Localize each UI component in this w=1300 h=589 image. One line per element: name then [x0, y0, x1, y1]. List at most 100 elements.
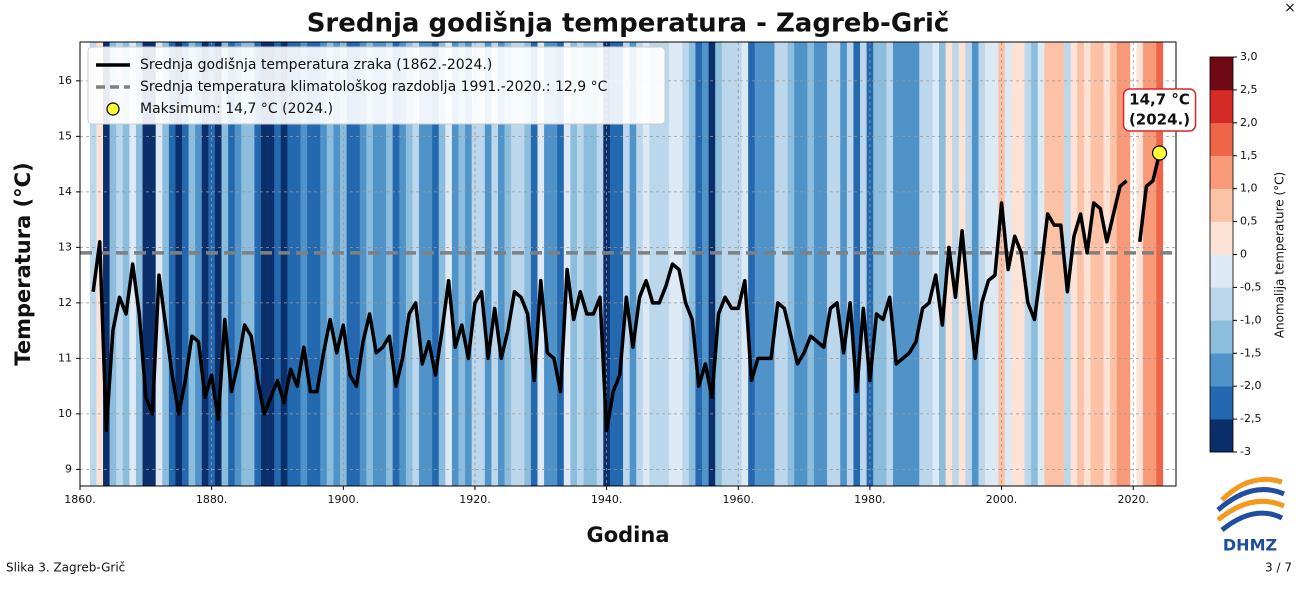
stripe — [813, 42, 821, 486]
stripe — [873, 42, 881, 486]
stripe — [274, 42, 282, 486]
stripe — [201, 42, 209, 486]
stripe — [116, 42, 124, 486]
stripe — [1050, 42, 1058, 486]
colorbar-tick-label: 0,5 — [1240, 215, 1258, 228]
colorbar-tick-label: 1,5 — [1240, 149, 1258, 162]
colorbar-bin — [1210, 57, 1233, 91]
annotation-box — [1122, 88, 1197, 132]
stripe — [379, 42, 387, 486]
stripe — [741, 42, 749, 486]
stripe — [451, 42, 459, 486]
x-tick-label: 2000. — [986, 493, 1018, 506]
logo-arc — [1216, 487, 1286, 512]
stripe — [853, 42, 861, 486]
stripe — [1057, 42, 1065, 486]
x-tick-label: 1880. — [196, 493, 228, 506]
stripe — [609, 42, 617, 486]
stripe — [748, 42, 756, 486]
stripe — [985, 42, 992, 486]
stripe — [1123, 42, 1131, 486]
y-tick-label: 10 — [58, 407, 72, 420]
stripe — [1149, 42, 1157, 486]
stripe — [524, 42, 532, 486]
stripe — [1064, 42, 1071, 486]
caption: Slika 3. Zagreb-Grič — [6, 561, 125, 575]
stripe — [820, 42, 828, 486]
stripe — [320, 42, 328, 486]
stripe — [655, 42, 663, 486]
stripe — [346, 42, 354, 486]
stripe — [419, 42, 426, 486]
stripe — [715, 42, 723, 486]
stripe — [879, 42, 887, 486]
stripe — [234, 42, 242, 486]
stripe — [254, 42, 262, 486]
stripe — [386, 42, 393, 486]
stripe — [971, 42, 979, 486]
colorbar-bin — [1210, 89, 1233, 124]
stripe — [596, 42, 604, 486]
stripe — [89, 42, 97, 486]
stripe — [958, 42, 966, 486]
stripe — [682, 42, 690, 486]
stripe — [511, 42, 519, 486]
y-axis-label: Temperatura (°C) — [11, 162, 35, 365]
x-tick-label: 1960. — [723, 493, 755, 506]
stripe — [563, 42, 571, 486]
stripe — [576, 42, 584, 486]
stripe — [1077, 42, 1085, 486]
stripe — [188, 42, 196, 486]
stripes — [89, 42, 1164, 486]
stripe — [662, 42, 670, 486]
stripe — [267, 42, 275, 486]
stripe — [122, 42, 130, 486]
stripe — [1116, 42, 1124, 486]
plot-frame — [79, 41, 1177, 487]
stripe — [425, 42, 433, 486]
stripe — [702, 42, 709, 486]
x-tick-label: 1920. — [459, 493, 491, 506]
x-tick-label: 2020. — [1117, 493, 1149, 506]
colorbar-bin — [1210, 386, 1233, 420]
colorbar-tick-label: -3 — [1240, 445, 1251, 458]
lines — [80, 145, 1176, 433]
stripe — [221, 42, 229, 486]
y-tick-label: 12 — [58, 296, 72, 309]
stripe — [807, 42, 815, 486]
close-button[interactable]: × — [1284, 0, 1296, 16]
stripe — [517, 42, 525, 486]
stripe — [583, 42, 591, 486]
stripe — [366, 42, 374, 486]
stripe — [840, 42, 848, 486]
stripe — [465, 42, 472, 486]
stripe — [412, 42, 420, 486]
stripe — [616, 42, 624, 486]
colorbar-bin — [1210, 419, 1233, 453]
stripe — [1103, 42, 1111, 486]
stripe — [537, 42, 545, 486]
stripe — [530, 42, 538, 486]
stripe — [800, 42, 808, 486]
stripe — [906, 42, 913, 486]
stripe — [497, 42, 505, 486]
legend-label: Srednja temperatura klimatološkog razdob… — [140, 79, 608, 95]
colorbar-tick-label: -1,0 — [1240, 313, 1261, 326]
stripe — [570, 42, 578, 486]
stripe — [827, 42, 835, 486]
stripe — [438, 42, 446, 486]
stripe — [1136, 42, 1144, 486]
logo-arc — [1220, 476, 1283, 502]
stripe — [649, 42, 657, 486]
stripe — [623, 42, 630, 486]
colorbar-tick-label: -2,5 — [1240, 412, 1261, 425]
stripe — [280, 42, 288, 486]
legend: Srednja godišnja temperatura zraka (1862… — [87, 46, 666, 125]
stripe — [629, 42, 637, 486]
stripe — [392, 42, 400, 486]
colorbar-tick-label: -1,5 — [1240, 346, 1261, 359]
stripe — [353, 42, 361, 486]
stripe — [860, 42, 867, 486]
page-number: 3 / 7 — [1265, 561, 1292, 575]
